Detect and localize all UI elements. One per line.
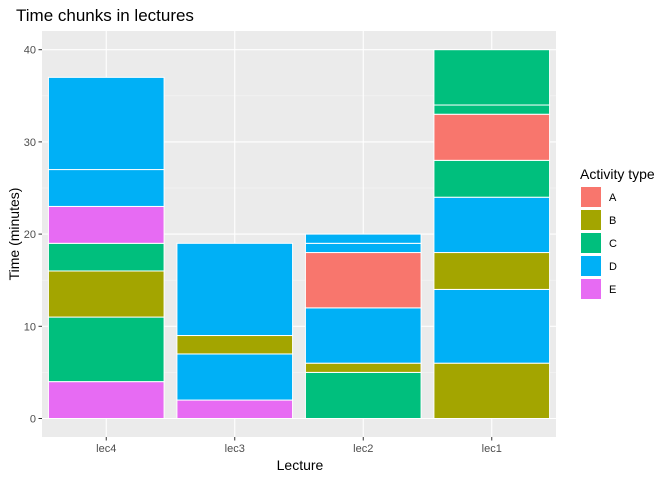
legend-label-A: A	[609, 192, 617, 204]
bar-segment-lec1-C	[433, 104, 551, 115]
bar-segment-lec1-B	[433, 362, 551, 419]
bar-segment-lec2-D	[304, 307, 422, 364]
x-tick-label: lec3	[225, 443, 245, 455]
legend-label-E: E	[609, 284, 616, 296]
bar-segment-lec3-D	[176, 353, 294, 401]
legend-label-D: D	[609, 261, 617, 273]
legend-key-C	[581, 233, 601, 253]
bar-segment-lec4-D	[47, 76, 165, 171]
bar-segment-lec2-B	[304, 362, 422, 373]
bar-segment-lec2-D	[304, 242, 422, 254]
x-axis-title: Lecture	[277, 457, 324, 473]
bar-segment-lec4-B	[47, 270, 165, 318]
bar-segment-lec4-C	[47, 316, 165, 383]
bar-segment-lec3-E	[176, 399, 294, 419]
legend-key-E	[581, 279, 601, 299]
x-axis: lec4 lec3 lec2 lec1	[96, 437, 502, 455]
bar-segment-lec3-D	[176, 242, 294, 337]
bar-segment-lec2-D	[304, 233, 422, 244]
bar-segment-lec4-E	[47, 381, 165, 419]
bar-segment-lec1-C	[433, 159, 551, 198]
y-tick-label: 20	[24, 229, 36, 241]
y-tick-label: 10	[24, 321, 36, 333]
y-axis-title: Time (minutes)	[6, 188, 22, 281]
chart-title: Time chunks in lectures	[16, 6, 194, 25]
bar-segment-lec2-C	[304, 371, 422, 419]
legend-label-B: B	[609, 215, 616, 227]
x-tick-label: lec2	[353, 443, 373, 455]
legend-key-D	[581, 256, 601, 276]
y-tick-label: 30	[24, 137, 36, 149]
x-tick-label: lec4	[96, 443, 116, 455]
x-tick-label: lec1	[482, 443, 502, 455]
bar-segment-lec1-A	[433, 113, 551, 161]
bar-segment-lec1-C	[433, 49, 551, 106]
legend-key-B	[581, 210, 601, 230]
bar-segment-lec4-C	[47, 242, 165, 272]
bars	[47, 49, 551, 419]
bar-segment-lec4-D	[47, 169, 165, 207]
legend-title: Activity type	[580, 166, 655, 182]
y-axis: 0 10 20 30 40	[24, 45, 42, 426]
bar-segment-lec4-E	[47, 205, 165, 244]
bar-segment-lec3-B	[176, 335, 294, 355]
legend-label-C: C	[609, 238, 617, 250]
bar-segment-lec1-D	[433, 196, 551, 254]
bar-segment-lec1-D	[433, 288, 551, 364]
bar-segment-lec2-A	[304, 252, 422, 309]
y-tick-label: 0	[30, 414, 36, 426]
y-tick-label: 40	[24, 45, 36, 57]
legend-key-A	[581, 187, 601, 207]
bar-segment-lec1-B	[433, 252, 551, 290]
